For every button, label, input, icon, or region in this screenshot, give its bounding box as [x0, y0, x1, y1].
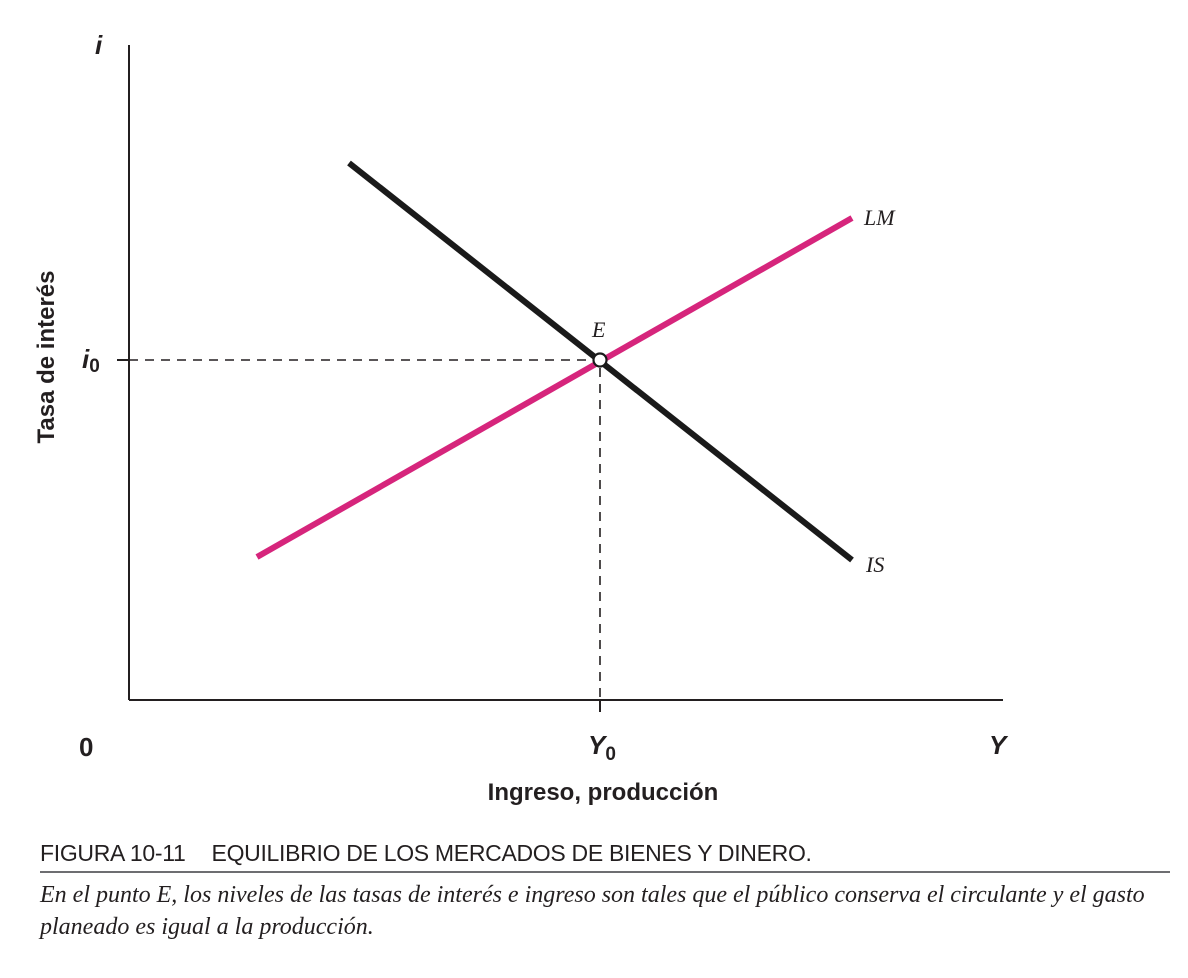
figure-number: FIGURA 10-11	[40, 840, 186, 866]
origin-label: 0	[79, 732, 93, 762]
lm-curve	[255, 215, 854, 560]
i0-subscript: 0	[89, 356, 100, 377]
figure-title: EQUILIBRIO DE LOS MERCADOS DE BIENES Y D…	[211, 840, 812, 866]
is-label: IS	[865, 552, 884, 577]
caption-text: En el punto E, los niveles de las tasas …	[40, 882, 1145, 940]
y-axis-symbol: i	[95, 30, 103, 60]
y0-label: Y0	[588, 730, 616, 765]
caption-title-row: FIGURA 10-11 EQUILIBRIO DE LOS MERCADOS D…	[40, 840, 1170, 873]
is-lm-diagram: i Y 0 i0 Y0 Tasa de interés Ingreso, pro…	[33, 30, 1009, 806]
i0-label: i0	[82, 344, 100, 377]
x-axis-title: Ingreso, producción	[488, 779, 719, 806]
x-axis-symbol: Y	[989, 730, 1009, 760]
figure-caption: FIGURA 10-11 EQUILIBRIO DE LOS MERCADOS D…	[40, 840, 1170, 943]
lm-label: LM	[863, 205, 896, 230]
y-axis-title: Tasa de interés	[33, 271, 60, 444]
y0-subscript: 0	[605, 744, 616, 765]
equilibrium-point	[592, 352, 608, 368]
equilibrium-label: E	[591, 317, 606, 342]
